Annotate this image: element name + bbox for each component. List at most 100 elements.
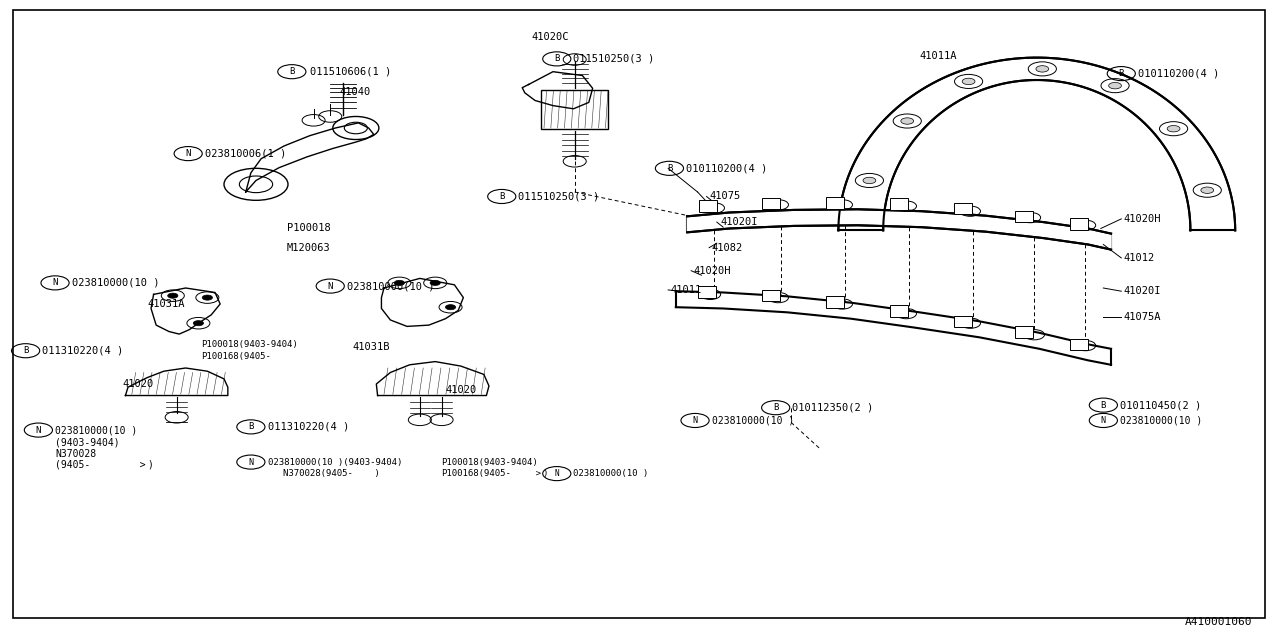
Text: N370028: N370028 [55,449,96,459]
Bar [698,286,716,298]
Text: 41020I: 41020I [1124,286,1161,296]
Circle shape [963,78,975,84]
Text: 41020C: 41020C [531,32,568,42]
Text: >: > [525,469,541,478]
Bar [1015,326,1033,338]
Text: ): ) [147,460,154,470]
Text: B: B [1101,401,1106,410]
Text: 023810000(10 ): 023810000(10 ) [55,425,137,435]
Text: N: N [328,282,333,291]
Bar [954,203,972,214]
Text: B: B [554,54,559,63]
Text: 010112350(2 ): 010112350(2 ) [792,403,873,413]
Text: 41020I: 41020I [721,217,758,227]
Text: P100018: P100018 [287,223,330,234]
Polygon shape [151,288,220,334]
Circle shape [394,280,404,285]
Text: P100168(9405-: P100168(9405- [442,469,512,478]
Text: A410001060: A410001060 [1184,617,1252,627]
Bar [1070,218,1088,230]
Text: 011310220(4 ): 011310220(4 ) [268,422,348,432]
Text: ): ) [543,469,548,478]
Text: N: N [248,458,253,467]
Polygon shape [125,368,228,396]
Bar [890,198,908,210]
Bar [1015,211,1033,222]
Text: 41011: 41011 [671,285,701,295]
Text: B: B [499,192,504,201]
Text: 41082: 41082 [712,243,742,253]
Polygon shape [687,209,1111,250]
Text: B: B [1119,69,1124,78]
Text: N: N [52,278,58,287]
Text: 023810000(10 )(9403-9404): 023810000(10 )(9403-9404) [268,458,402,467]
Bar [762,290,780,301]
Circle shape [1201,187,1213,193]
Text: 023810000(10 ): 023810000(10 ) [347,281,434,291]
Polygon shape [522,72,593,109]
Polygon shape [676,291,1111,365]
Bar [826,197,844,209]
Text: B: B [248,422,253,431]
Text: 41020H: 41020H [694,266,731,276]
Bar [954,316,972,327]
Text: P100018(9403-9404): P100018(9403-9404) [442,458,539,467]
Circle shape [901,118,914,124]
Text: 41020: 41020 [123,379,154,389]
Circle shape [430,280,440,285]
Text: 010110200(4 ): 010110200(4 ) [686,163,767,173]
Text: N: N [554,469,559,478]
Text: >: > [128,460,146,470]
Polygon shape [246,123,374,192]
Bar [541,90,608,129]
Text: 41031B: 41031B [352,342,389,352]
Text: 41020H: 41020H [1124,214,1161,224]
Text: 023810000(10 ): 023810000(10 ) [1120,415,1202,426]
Text: N: N [186,149,191,158]
Circle shape [202,295,212,300]
Bar [890,305,908,317]
Circle shape [1167,125,1180,132]
Text: B: B [773,403,778,412]
Circle shape [193,321,204,326]
Text: 010110200(4 ): 010110200(4 ) [1138,68,1219,79]
Text: N: N [1101,416,1106,425]
Text: B: B [23,346,28,355]
Text: 023810006(1 ): 023810006(1 ) [205,148,285,159]
Bar [826,296,844,308]
Text: 010110450(2 ): 010110450(2 ) [1120,400,1201,410]
Text: 41020: 41020 [445,385,476,396]
Text: 023810000(10 ): 023810000(10 ) [573,469,649,478]
Polygon shape [838,58,1235,230]
Text: 41011A: 41011A [919,51,956,61]
Circle shape [168,293,178,298]
Circle shape [1108,83,1121,89]
Text: P100168(9405-: P100168(9405- [201,352,271,361]
Text: N: N [692,416,698,425]
Text: (9403-9404): (9403-9404) [55,438,119,448]
Bar [762,198,780,209]
Bar [1070,339,1088,350]
Text: 011510250(3 ): 011510250(3 ) [573,54,654,64]
Polygon shape [376,362,489,396]
Text: 41075A: 41075A [1124,312,1161,322]
Text: 023810000(10 ): 023810000(10 ) [712,415,794,426]
Circle shape [1036,66,1048,72]
Text: B: B [667,164,672,173]
Text: (9405-: (9405- [55,460,91,470]
Text: 011510606(1 ): 011510606(1 ) [310,67,390,77]
Text: P100018(9403-9404): P100018(9403-9404) [201,340,298,349]
Text: 41031A: 41031A [147,299,184,309]
Text: M120063: M120063 [287,243,330,253]
Bar [699,200,717,212]
Text: 011310220(4 ): 011310220(4 ) [42,346,123,356]
Text: N370028(9405-    ): N370028(9405- ) [283,469,380,478]
Text: B: B [289,67,294,76]
Text: 41075: 41075 [709,191,740,202]
Circle shape [445,305,456,310]
Circle shape [863,177,876,184]
Text: N: N [36,426,41,435]
Polygon shape [381,278,463,326]
Text: 41040: 41040 [339,86,370,97]
Text: 023810000(10 ): 023810000(10 ) [72,278,159,288]
